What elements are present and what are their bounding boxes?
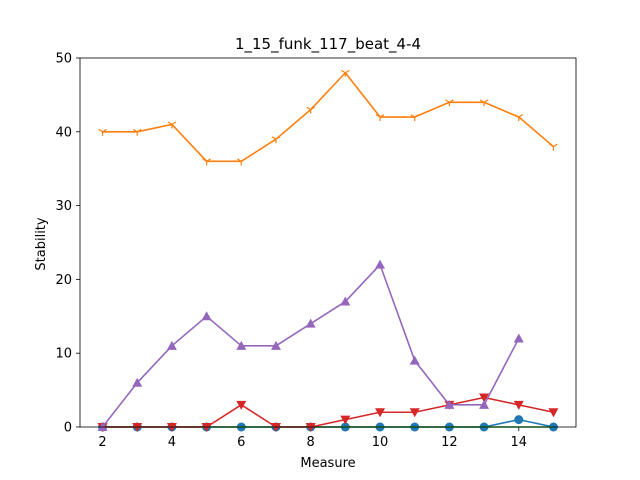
data-point — [132, 128, 142, 136]
chart-title: 1_15_funk_117_beat_4-4 — [235, 35, 421, 54]
data-point — [271, 136, 281, 144]
x-tick-label: 2 — [98, 435, 106, 450]
data-point — [236, 400, 247, 410]
data-point — [236, 340, 247, 350]
data-point — [479, 393, 490, 403]
data-point — [201, 311, 212, 321]
y-tick-label: 40 — [55, 125, 72, 140]
x-tick-label: 12 — [441, 435, 458, 450]
data-point — [409, 408, 420, 418]
data-point — [201, 423, 212, 432]
data-point — [340, 415, 351, 425]
data-point — [270, 340, 281, 350]
data-point — [98, 128, 107, 136]
data-point — [479, 99, 489, 107]
y-axis-label: Stability — [34, 217, 49, 271]
data-point — [375, 259, 386, 269]
axes-frame — [79, 57, 577, 428]
x-tick-label: 8 — [307, 435, 315, 450]
data-point — [167, 121, 177, 129]
x-tick-label: 10 — [372, 435, 389, 450]
data-point — [513, 400, 524, 410]
data-point — [341, 69, 350, 77]
data-point — [132, 377, 143, 387]
x-tick-label: 14 — [510, 435, 527, 450]
y-tick-label: 10 — [55, 347, 72, 362]
series-line — [102, 71, 554, 163]
data-point — [513, 333, 524, 343]
y-tick-label: 30 — [55, 199, 72, 214]
data-point — [305, 423, 316, 432]
data-point — [340, 296, 351, 306]
data-point — [236, 158, 246, 166]
data-point — [166, 340, 177, 350]
data-point — [444, 399, 455, 409]
data-point — [202, 158, 211, 166]
y-tick-label: 0 — [64, 421, 72, 436]
data-point — [445, 99, 454, 107]
data-point — [270, 423, 281, 432]
data-point — [514, 415, 524, 425]
x-tick-label: 4 — [168, 435, 176, 450]
data-point — [549, 143, 558, 151]
data-point — [514, 114, 524, 122]
plot-area: 2 4 6 8 10 12 14 0 10 20 30 40 50 — [55, 52, 577, 450]
data-point — [479, 399, 490, 409]
y-tick-label: 20 — [55, 273, 72, 288]
data-point — [375, 408, 386, 418]
y-tick-label: 50 — [55, 52, 72, 67]
data-point — [305, 318, 316, 328]
data-point — [410, 114, 420, 122]
data-point — [409, 355, 420, 365]
x-axis-label: Measure — [300, 456, 355, 471]
data-point — [548, 408, 559, 418]
data-point — [306, 106, 315, 114]
data-point — [375, 114, 385, 122]
data-point — [166, 423, 177, 432]
data-point — [132, 423, 143, 432]
data-point — [97, 422, 108, 431]
x-tick-label: 6 — [237, 435, 245, 450]
